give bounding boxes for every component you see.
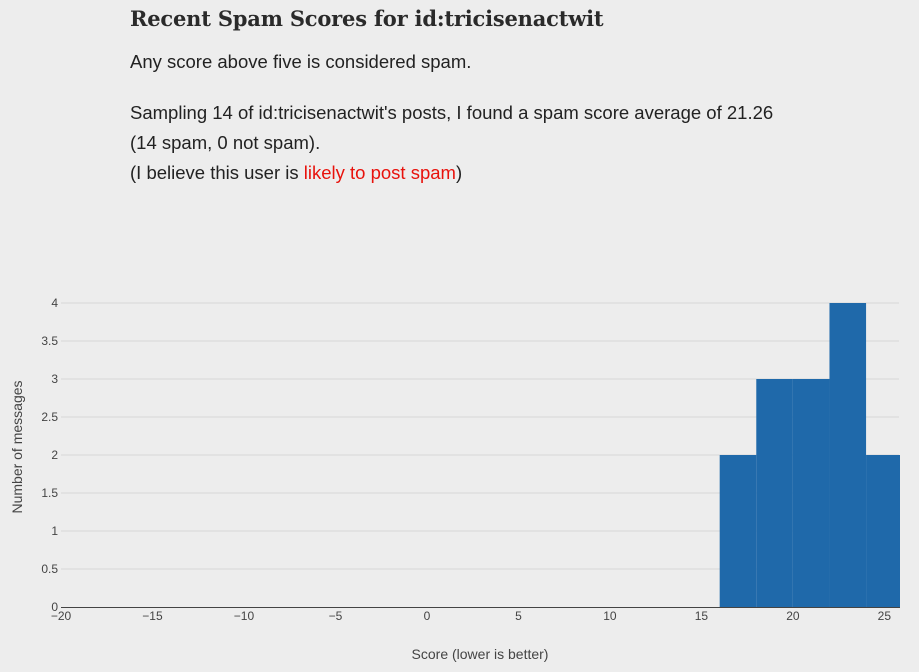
histogram-bar[interactable]: [829, 303, 867, 607]
x-axis-title: Score (lower is better): [412, 646, 549, 662]
x-axis-ticks: −20 −15 −10 −5 0 5 10 15 20 25: [51, 609, 892, 623]
y-tick-label: 0.5: [41, 562, 58, 576]
verdict-prefix: (I believe this user is: [130, 162, 304, 183]
threshold-note: Any score above five is considered spam.: [130, 51, 472, 72]
x-tick-label: 0: [424, 609, 431, 623]
y-axis-ticks: 0 0.5 1 1.5 2 2.5 3 3.5 4: [41, 296, 58, 614]
verdict-text: likely to post spam: [303, 162, 456, 183]
histogram-bar[interactable]: [866, 455, 900, 607]
page-title: Recent Spam Scores for id:tricisenactwit: [130, 6, 604, 31]
y-tick-label: 1: [51, 524, 58, 538]
y-tick-label: 4: [51, 296, 58, 310]
y-tick-label: 3: [51, 372, 58, 386]
x-tick-label: 5: [515, 609, 522, 623]
x-tick-label: −10: [234, 609, 255, 623]
y-tick-label: 2: [51, 448, 58, 462]
x-tick-label: −5: [329, 609, 343, 623]
y-tick-label: 1.5: [41, 486, 58, 500]
x-tick-label: 10: [603, 609, 617, 623]
x-tick-label: 15: [695, 609, 709, 623]
histogram-bar[interactable]: [719, 455, 757, 607]
x-tick-label: 25: [878, 609, 892, 623]
y-axis-title: Number of messages: [9, 380, 25, 513]
x-tick-label: 20: [786, 609, 800, 623]
y-tick-label: 3.5: [41, 334, 58, 348]
y-tick-label: 2.5: [41, 410, 58, 424]
histogram-bars: [719, 303, 900, 607]
summary-line-1: Sampling 14 of id:tricisenactwit's posts…: [130, 102, 774, 123]
histogram-bar[interactable]: [756, 379, 793, 607]
x-tick-label: −15: [142, 609, 163, 623]
x-tick-label: −20: [51, 609, 72, 623]
spam-summary: Sampling 14 of id:tricisenactwit's posts…: [130, 98, 890, 188]
y-tick-label: 0: [51, 600, 58, 614]
verdict-suffix: ): [455, 162, 463, 183]
summary-line-2: (14 spam, 0 not spam).: [130, 132, 321, 153]
histogram-bar[interactable]: [792, 379, 830, 607]
verdict-line: (I believe this user is likely to post s…: [130, 158, 890, 188]
